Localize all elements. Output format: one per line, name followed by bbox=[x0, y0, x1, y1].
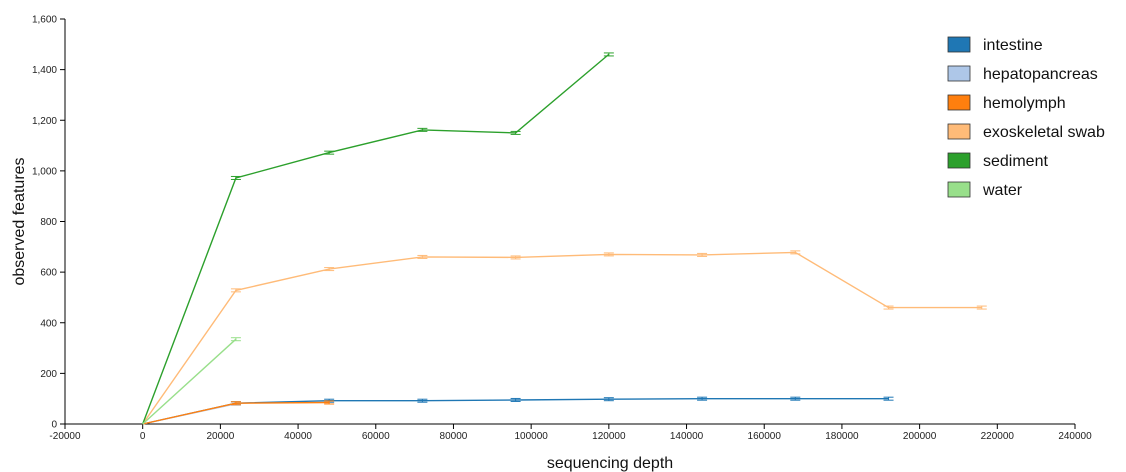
x-tick-label: 100000 bbox=[514, 431, 548, 442]
x-axis-title: sequencing depth bbox=[547, 455, 673, 472]
axes: -20000 0 20000 40000 60000 80000 100000 120000 1… bbox=[32, 15, 1092, 443]
y-tick-label: 800 bbox=[40, 217, 57, 228]
legend-swatch bbox=[947, 36, 971, 53]
series-lines bbox=[142, 52, 987, 425]
x-tick-label: -20000 bbox=[49, 431, 81, 442]
x-tick-label: 240000 bbox=[1058, 431, 1092, 442]
legend-label: hemolymph bbox=[983, 95, 1066, 112]
legend-swatch bbox=[947, 152, 971, 169]
legend-swatch bbox=[947, 181, 971, 198]
legend-label: intestine bbox=[983, 37, 1043, 54]
y-tick-label: 0 bbox=[51, 420, 57, 431]
legend-swatch bbox=[947, 94, 971, 111]
series-sediment bbox=[142, 52, 614, 425]
legend-swatch bbox=[947, 65, 971, 82]
series-intestine bbox=[142, 396, 894, 425]
x-tick-label: 220000 bbox=[981, 431, 1015, 442]
x-tick-label: 140000 bbox=[670, 431, 704, 442]
legend-label: water bbox=[982, 182, 1023, 199]
legend: intestine hepatopancreas hemolymph exoskele… bbox=[947, 36, 1105, 199]
y-tick-label: 600 bbox=[40, 268, 57, 279]
y-tick-label: 1,000 bbox=[32, 166, 57, 177]
y-tick-label: 1,200 bbox=[32, 116, 57, 127]
x-tick-label: 0 bbox=[140, 431, 146, 442]
x-tick-label: 200000 bbox=[903, 431, 937, 442]
series-hemolymph bbox=[142, 400, 335, 425]
legend-item: intestine bbox=[947, 36, 1043, 54]
series-exoskeletal-swab bbox=[142, 250, 987, 425]
legend-item: sediment bbox=[947, 152, 1048, 170]
legend-item: hepatopancreas bbox=[947, 65, 1098, 83]
y-tick-label: 1,400 bbox=[32, 65, 57, 76]
y-tick-label: 200 bbox=[40, 369, 57, 380]
x-tick-label: 80000 bbox=[440, 431, 468, 442]
legend-label: exoskeletal swab bbox=[983, 124, 1105, 141]
legend-label: hepatopancreas bbox=[983, 66, 1098, 83]
x-tick-label: 180000 bbox=[825, 431, 859, 442]
legend-swatch bbox=[947, 123, 971, 140]
series-line bbox=[142, 338, 237, 425]
x-tick-label: 60000 bbox=[362, 431, 390, 442]
y-axis-title: observed features bbox=[11, 157, 28, 285]
legend-item: exoskeletal swab bbox=[947, 123, 1105, 141]
legend-label: sediment bbox=[983, 153, 1048, 170]
legend-item: hemolymph bbox=[947, 94, 1066, 112]
series-water bbox=[142, 337, 241, 425]
y-tick-label: 400 bbox=[40, 318, 57, 329]
series-line bbox=[142, 251, 982, 425]
x-tick-label: 120000 bbox=[592, 431, 626, 442]
x-tick-label: 160000 bbox=[748, 431, 782, 442]
series-line bbox=[142, 53, 610, 425]
y-tick-label: 1,600 bbox=[32, 15, 57, 26]
legend-item: water bbox=[947, 181, 1023, 199]
x-tick-label: 40000 bbox=[284, 431, 312, 442]
x-tick-label: 20000 bbox=[206, 431, 234, 442]
